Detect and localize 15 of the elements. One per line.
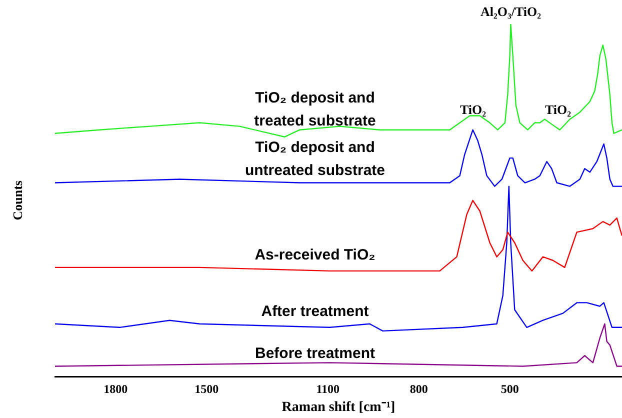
series-label: As-received TiO₂ bbox=[254, 246, 376, 264]
x-tick-label: 1500 bbox=[194, 382, 219, 396]
annotation: TiO₂ bbox=[544, 102, 572, 117]
annotation: TiO₂ bbox=[460, 102, 486, 117]
series-label: TiO₂ deposit and treated substrate bbox=[254, 89, 376, 130]
series-label: Before treatment bbox=[254, 345, 376, 362]
x-axis-title: Raman shift [cm⁻¹] bbox=[282, 400, 396, 416]
y-axis-title: Counts bbox=[10, 180, 25, 220]
x-tick-label: 800 bbox=[410, 382, 428, 396]
x-tick-label: 1800 bbox=[104, 382, 128, 396]
x-tick-label: 1100 bbox=[316, 382, 340, 396]
series-label: TiO₂ deposit and untreated substrate bbox=[244, 138, 386, 179]
annotation: Al₂O₃/TiO₂ bbox=[480, 4, 542, 19]
x-tick-label: 500 bbox=[500, 382, 519, 396]
series-label: After treatment bbox=[261, 302, 369, 320]
